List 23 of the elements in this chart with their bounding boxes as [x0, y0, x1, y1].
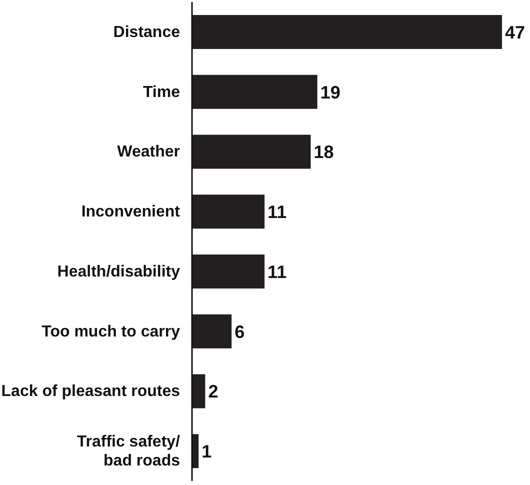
y-tick-label: Lack of pleasant routes — [1, 382, 180, 400]
data-label: 1 — [202, 442, 212, 462]
y-tick-label: Health/disability — [57, 262, 180, 280]
y-tick-label: Too much to carry — [42, 322, 180, 340]
bar — [192, 74, 318, 109]
y-tick-label: Traffic safety/ bad roads — [76, 433, 181, 470]
y-tick-label: Time — [142, 83, 180, 100]
data-label: 11 — [268, 262, 287, 282]
bar — [192, 194, 265, 229]
data-label: 18 — [314, 142, 334, 162]
data-label: 19 — [320, 82, 340, 102]
bar — [192, 254, 265, 288]
y-tick-label: Distance — [113, 23, 180, 40]
data-label: 11 — [268, 202, 287, 222]
bar — [192, 15, 502, 49]
bar — [192, 314, 232, 348]
bar — [192, 374, 206, 408]
data-label: 47 — [505, 22, 526, 42]
y-tick-label: Inconvenient — [81, 203, 181, 220]
data-label: 6 — [234, 322, 245, 342]
bar — [192, 134, 311, 169]
y-tick-label: Weather — [117, 143, 180, 160]
data-label: 2 — [208, 382, 218, 402]
